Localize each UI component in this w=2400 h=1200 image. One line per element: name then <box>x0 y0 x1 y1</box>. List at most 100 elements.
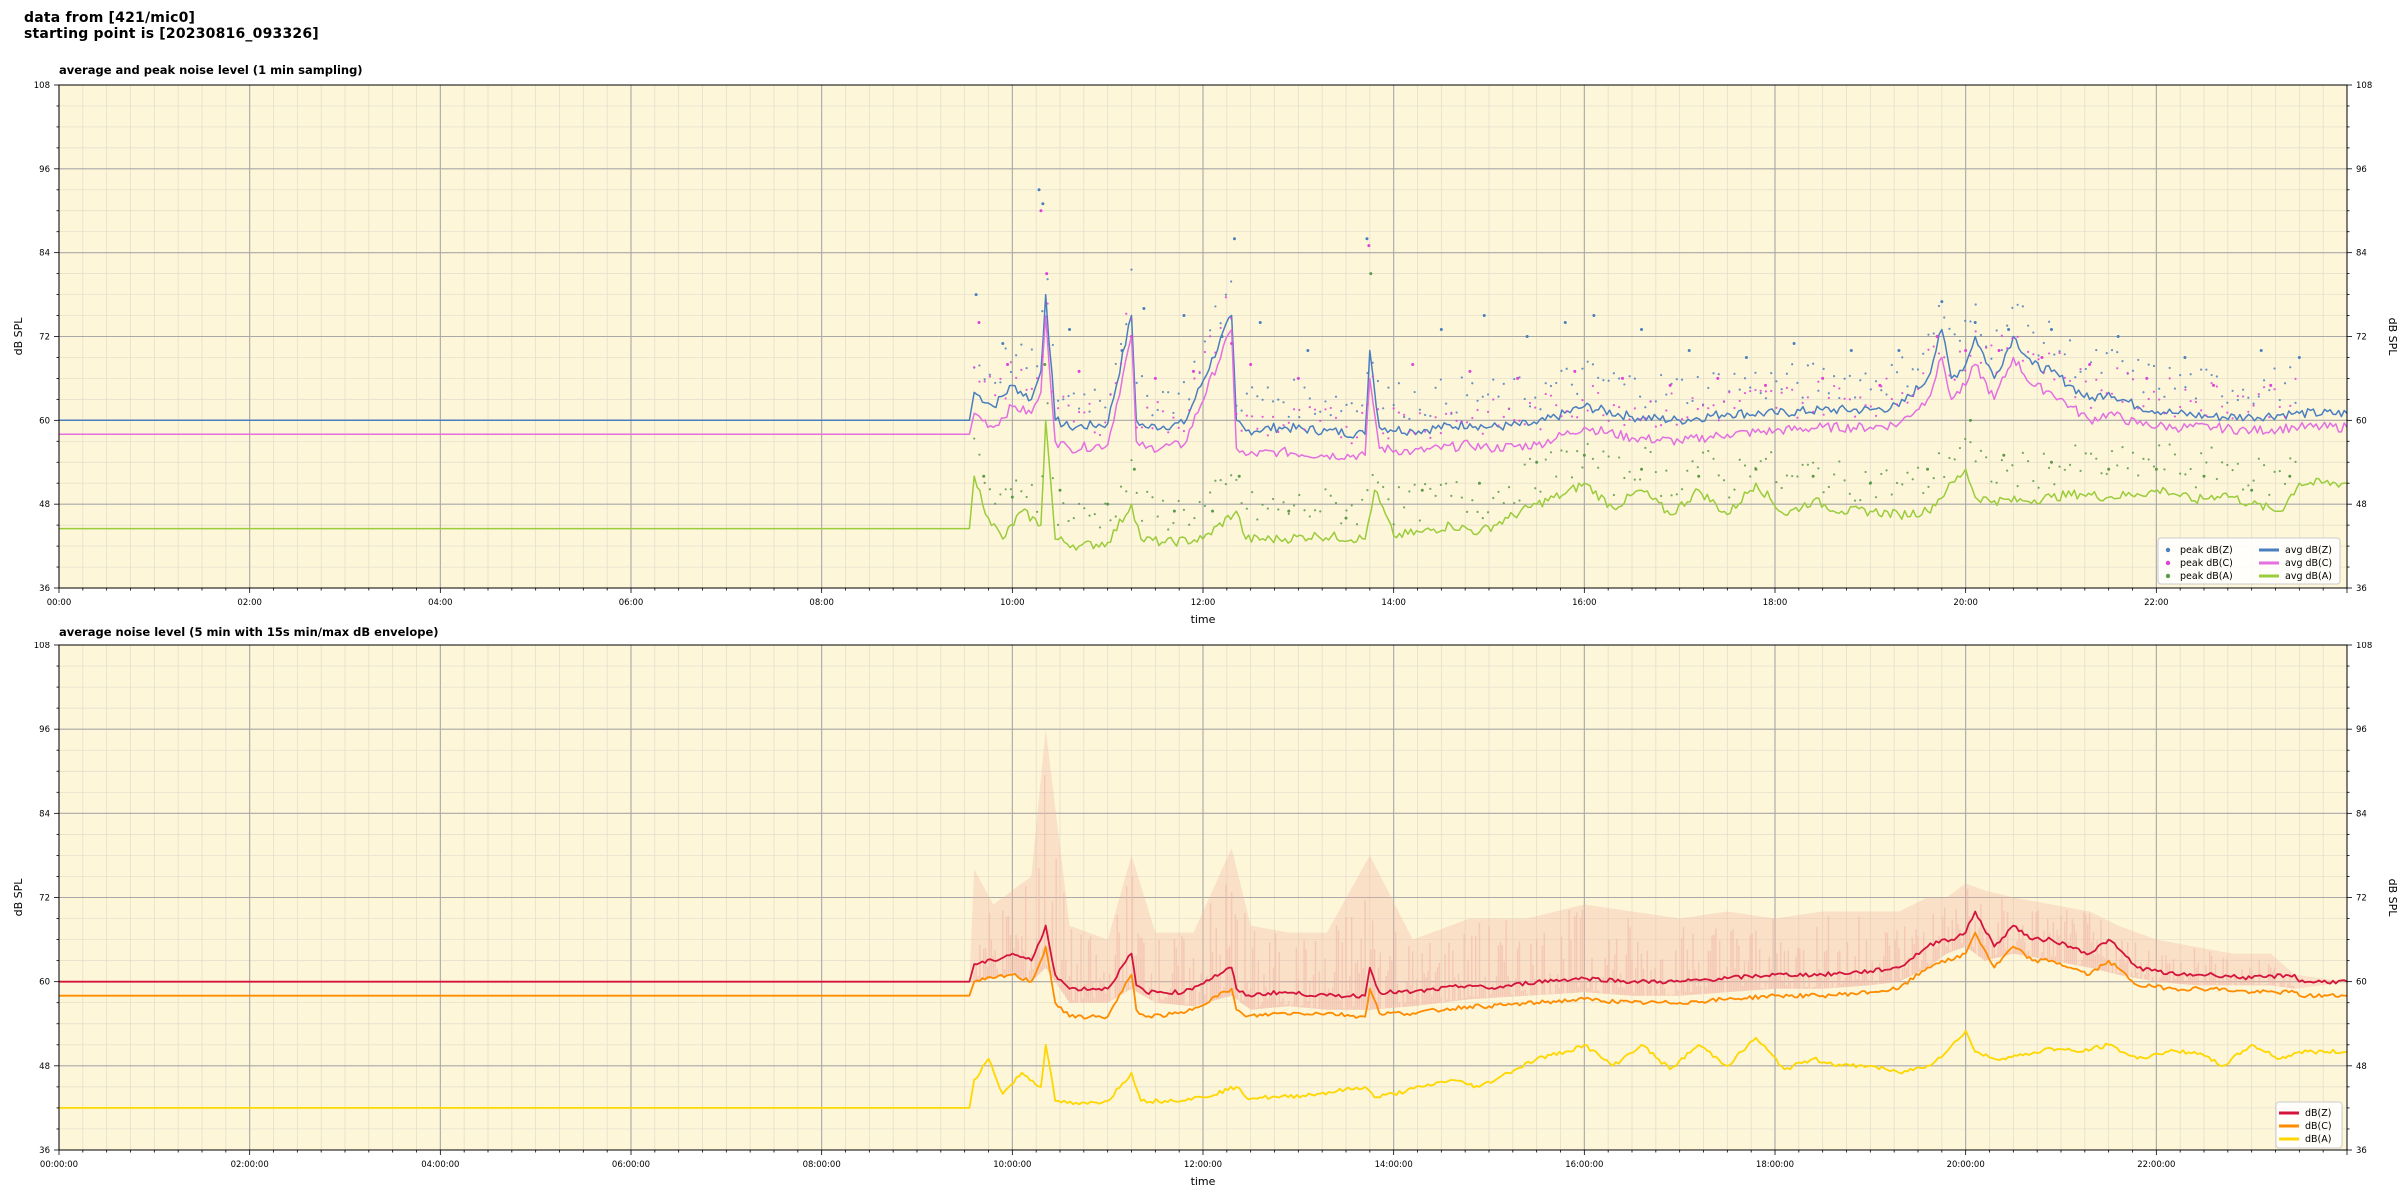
chart1-scatter-point <box>1371 375 1374 378</box>
chart1-scatter-point <box>1418 408 1421 411</box>
chart1-scatter-point <box>1361 411 1364 414</box>
chart1-scatter-point <box>1849 348 1853 352</box>
chart2-y-tick-label-right: 48 <box>2356 1062 2367 1072</box>
chart1-scatter-point <box>1639 418 1642 421</box>
chart1-scatter-point <box>1465 421 1469 424</box>
chart1-scatter-point <box>2131 378 2135 381</box>
chart1-scatter-point <box>2268 493 2271 496</box>
chart1-scatter-point <box>1156 401 1159 404</box>
chart1-scatter-point <box>1859 379 1862 382</box>
chart1-scatter-point <box>1486 410 1490 413</box>
chart1-scatter-point <box>1833 384 1836 388</box>
chart1-scatter-point <box>1308 397 1311 400</box>
chart1-scatter-point <box>2121 360 2124 363</box>
chart1-scatter-point <box>1486 511 1490 514</box>
chart1-scatter-point <box>1020 490 1023 493</box>
chart1-scatter-point <box>2068 463 2072 466</box>
chart1-scatter-point <box>1366 371 1369 375</box>
chart1-scatter-point <box>1062 398 1065 401</box>
chart1-scatter-point <box>1051 390 1054 393</box>
chart1-scatter-point <box>1030 387 1033 390</box>
chart1-scatter-point <box>2194 400 2197 404</box>
chart1-scatter-point <box>1492 496 1495 500</box>
chart1-scatter-point <box>1570 476 1574 479</box>
chart1-scatter-point <box>2236 398 2239 402</box>
chart1-scatter-point <box>1041 475 1044 478</box>
chart1-scatter-point <box>1640 328 1644 332</box>
chart1-scatter-point <box>1712 457 1715 460</box>
chart1-scatter-point <box>1261 415 1264 418</box>
chart1-scatter-point <box>1738 399 1741 402</box>
chart1-scatter-point <box>2158 444 2161 447</box>
chart1-scatter-point <box>1037 188 1041 192</box>
chart1-scatter-point <box>1623 423 1626 427</box>
chart1-scatter-point <box>977 321 981 325</box>
chart1-scatter-point <box>2032 331 2035 334</box>
chart1-scatter-point <box>1964 437 1967 441</box>
chart1-scatter-point <box>1691 399 1694 403</box>
chart1-scatter-point <box>1324 408 1327 411</box>
chart1-scatter-point <box>1555 381 1558 385</box>
chart1-legend-label: peak dB(C) <box>2180 558 2233 569</box>
chart1-scatter-point <box>1534 396 1537 399</box>
chart1-scatter-point <box>1623 476 1626 480</box>
chart1-scatter-point <box>1371 473 1374 477</box>
chart1-scatter-point <box>1602 379 1605 382</box>
chart1-scatter-point <box>1586 360 1589 363</box>
chart1-scatter-point <box>1791 363 1794 366</box>
chart1-scatter-point <box>1439 378 1442 381</box>
chart1-scatter-point <box>1350 402 1353 405</box>
chart1-scatter-point <box>2273 388 2276 391</box>
chart1-scatter-point <box>2294 377 2297 380</box>
chart1-scatter-point <box>1775 380 1778 383</box>
chart1-scatter-point <box>2210 382 2213 385</box>
chart1-y-tick-label-left: 48 <box>39 500 50 510</box>
chart1-scatter-point <box>1680 418 1684 421</box>
chart1-scatter-point <box>1429 487 1432 490</box>
chart1-scatter-point <box>1948 327 1951 330</box>
chart1-scatter-point <box>1230 474 1233 477</box>
chart1-scatter-point <box>1932 345 1935 348</box>
chart1-scatter-point <box>1775 480 1778 484</box>
chart1-y-tick-label-left: 108 <box>34 81 50 91</box>
chart1-scatter-point <box>1392 523 1395 526</box>
chart1-scatter-point <box>1974 330 1977 333</box>
chart2-x-tick-label: 14:00:00 <box>1375 1160 1413 1170</box>
chart1-scatter-point <box>1964 319 1967 322</box>
chart1-scatter-point <box>1535 460 1539 464</box>
chart1-scatter-point <box>1025 495 1028 499</box>
chart2-y-tick-label-left: 84 <box>39 809 50 819</box>
chart1-scatter-point <box>2068 379 2072 383</box>
chart1-scatter-point <box>1525 335 1529 338</box>
chart1-scatter-point <box>1424 483 1427 486</box>
chart1-legend-marker <box>2165 573 2171 579</box>
chart1-scatter-point <box>1853 396 1857 399</box>
chart1-scatter-point <box>1151 496 1154 499</box>
chart1-scatter-point <box>2273 367 2276 370</box>
chart1-scatter-point <box>1969 441 1972 444</box>
chart1-scatter-point <box>1172 521 1175 525</box>
chart1-scatter-point <box>1411 362 1415 366</box>
chart1-series-line-avgdbc <box>59 314 2348 461</box>
chart1-scatter-point <box>1193 360 1196 363</box>
chart1-scatter-point <box>1885 393 1888 396</box>
chart1-scatter-point <box>1696 466 1699 469</box>
chart1-scatter-point <box>2105 352 2108 355</box>
chart1-y-tick-label-right: 36 <box>2356 584 2367 594</box>
chart1-scatter-point <box>1271 400 1275 403</box>
chart1-scatter-point <box>2079 370 2082 373</box>
chart1-y-tick-label-left: 60 <box>39 416 50 426</box>
chart1-scatter-point <box>1211 509 1215 513</box>
chart1-legend: peak dB(Z) peak dB(C) peak dB(A) avg dB(Z) a… <box>2157 537 2341 585</box>
chart1-scatter-point <box>1471 416 1474 420</box>
chart1-scatter-point <box>1072 392 1075 395</box>
chart1-scatter-point <box>1371 361 1374 364</box>
chart1-scatter-point <box>1848 398 1851 401</box>
chart1-scatter-point <box>1140 519 1144 522</box>
chart2-x-tick-label: 12:00:00 <box>1184 1160 1222 1170</box>
chart1-scatter-point <box>1895 403 1899 406</box>
chart1-scatter-point <box>1387 386 1390 389</box>
chart1-scatter-point <box>1654 470 1657 474</box>
chart1-scatter-point <box>1109 519 1112 522</box>
chart1-scatter-point <box>1298 416 1301 419</box>
